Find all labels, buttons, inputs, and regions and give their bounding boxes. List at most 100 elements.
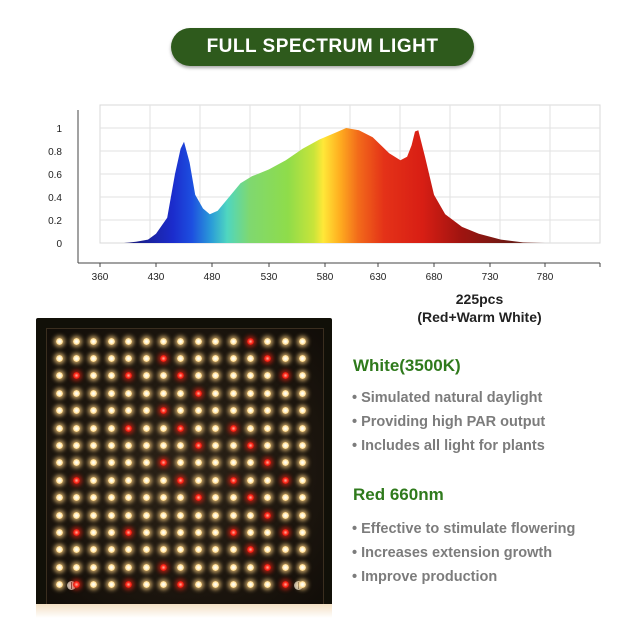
white-feature-list: • Simulated natural daylight • Providing h… bbox=[352, 386, 545, 458]
led-white bbox=[281, 424, 289, 432]
led-white bbox=[125, 354, 133, 362]
led-red bbox=[72, 581, 80, 589]
led-white bbox=[72, 407, 80, 415]
led-red bbox=[194, 389, 202, 397]
led-red bbox=[72, 476, 80, 484]
led-white bbox=[90, 459, 98, 467]
led-white bbox=[90, 372, 98, 380]
led-white bbox=[229, 354, 237, 362]
led-white bbox=[246, 424, 254, 432]
led-red bbox=[264, 459, 272, 467]
led-white bbox=[107, 407, 115, 415]
led-white bbox=[55, 354, 63, 362]
x-tick-label: 580 bbox=[317, 272, 334, 283]
led-white bbox=[194, 424, 202, 432]
led-white bbox=[142, 424, 150, 432]
y-tick-label: 0.8 bbox=[48, 147, 62, 158]
led-white bbox=[125, 459, 133, 467]
led-white bbox=[90, 511, 98, 519]
led-white bbox=[212, 511, 220, 519]
led-white bbox=[107, 459, 115, 467]
led-white bbox=[72, 511, 80, 519]
led-white bbox=[142, 354, 150, 362]
led-white bbox=[107, 528, 115, 536]
led-red bbox=[177, 476, 185, 484]
led-white bbox=[246, 528, 254, 536]
led-white bbox=[299, 459, 307, 467]
led-white bbox=[125, 563, 133, 571]
led-white bbox=[142, 511, 150, 519]
led-white bbox=[194, 407, 202, 415]
led-white bbox=[246, 459, 254, 467]
led-white bbox=[194, 476, 202, 484]
led-type-label: (Red+Warm White) bbox=[417, 309, 542, 325]
led-white bbox=[142, 459, 150, 467]
led-red bbox=[264, 511, 272, 519]
led-white bbox=[142, 337, 150, 345]
led-white bbox=[107, 494, 115, 502]
led-white bbox=[264, 581, 272, 589]
led-white bbox=[55, 337, 63, 345]
led-white bbox=[125, 337, 133, 345]
panel-glow bbox=[36, 604, 332, 618]
led-white bbox=[55, 511, 63, 519]
led-white bbox=[194, 372, 202, 380]
led-white bbox=[299, 354, 307, 362]
led-white bbox=[177, 459, 185, 467]
led-white bbox=[177, 546, 185, 554]
led-white bbox=[194, 459, 202, 467]
led-white bbox=[194, 337, 202, 345]
red-feature-3: Improve production bbox=[361, 569, 498, 585]
led-white bbox=[177, 494, 185, 502]
led-red bbox=[264, 563, 272, 571]
led-white bbox=[229, 511, 237, 519]
red-heading: Red 660nm bbox=[353, 485, 444, 504]
led-red bbox=[159, 459, 167, 467]
x-tick-label: 430 bbox=[148, 272, 165, 283]
led-white bbox=[229, 459, 237, 467]
led-white bbox=[281, 337, 289, 345]
led-white bbox=[55, 459, 63, 467]
led-white bbox=[246, 407, 254, 415]
led-white bbox=[212, 528, 220, 536]
led-white bbox=[212, 546, 220, 554]
led-white bbox=[177, 511, 185, 519]
led-red bbox=[159, 354, 167, 362]
led-white bbox=[55, 389, 63, 397]
led-red bbox=[125, 528, 133, 536]
led-red bbox=[264, 354, 272, 362]
led-red bbox=[281, 528, 289, 536]
led-white bbox=[264, 389, 272, 397]
led-white bbox=[299, 563, 307, 571]
led-white bbox=[264, 372, 272, 380]
led-white bbox=[55, 372, 63, 380]
bullet-icon: • bbox=[352, 545, 358, 561]
list-item: • Simulated natural daylight bbox=[352, 386, 545, 410]
bullet-icon: • bbox=[352, 438, 358, 454]
led-white bbox=[90, 354, 98, 362]
led-white bbox=[299, 528, 307, 536]
led-white bbox=[142, 494, 150, 502]
led-white bbox=[246, 563, 254, 571]
led-white bbox=[72, 494, 80, 502]
led-white bbox=[212, 581, 220, 589]
led-white bbox=[246, 476, 254, 484]
led-white bbox=[264, 476, 272, 484]
led-white bbox=[125, 441, 133, 449]
bullet-icon: • bbox=[352, 569, 358, 585]
led-white bbox=[125, 476, 133, 484]
led-white bbox=[212, 354, 220, 362]
led-white bbox=[229, 372, 237, 380]
led-white bbox=[299, 372, 307, 380]
led-white bbox=[125, 389, 133, 397]
led-red bbox=[246, 337, 254, 345]
x-tick-label: 730 bbox=[482, 272, 499, 283]
led-white bbox=[72, 337, 80, 345]
led-white bbox=[299, 494, 307, 502]
led-white bbox=[281, 441, 289, 449]
led-white bbox=[125, 511, 133, 519]
led-white bbox=[142, 372, 150, 380]
x-tick-label: 480 bbox=[204, 272, 221, 283]
led-white bbox=[229, 581, 237, 589]
led-white bbox=[229, 563, 237, 571]
